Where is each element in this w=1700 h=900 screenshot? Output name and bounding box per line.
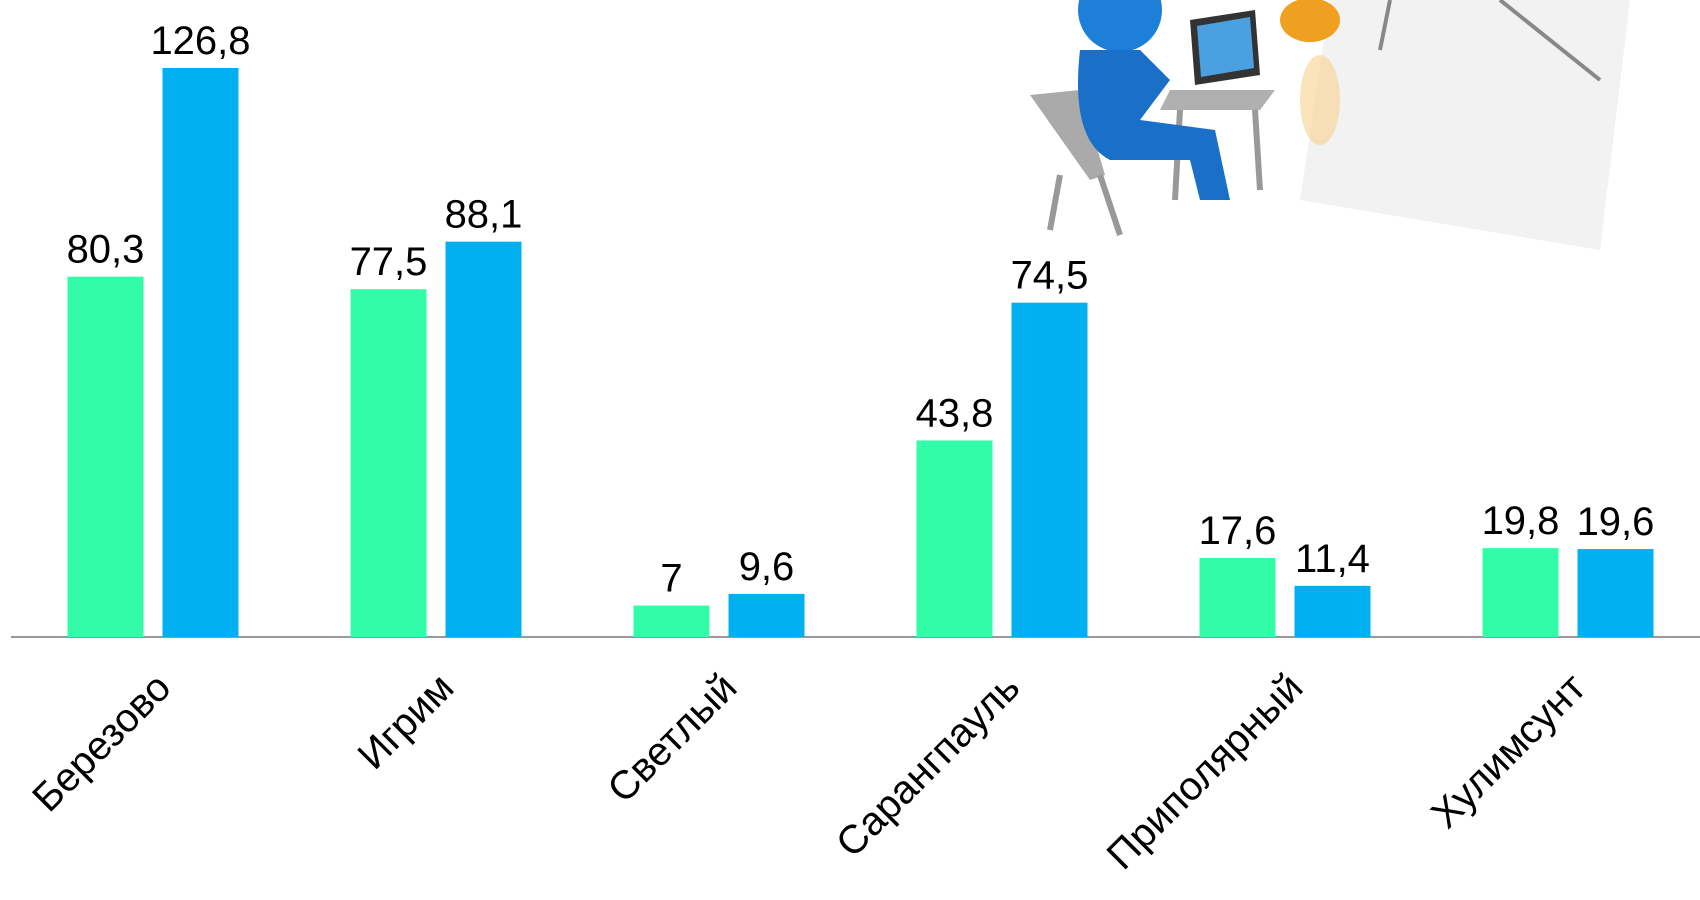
bar [67, 276, 144, 637]
bar [350, 289, 427, 637]
bar [916, 440, 993, 637]
x-tick-label: Светлый [599, 665, 745, 811]
value-label: 17,6 [1199, 509, 1277, 553]
value-label: 9,6 [739, 545, 795, 589]
bar [728, 593, 805, 637]
value-label: 126,8 [150, 19, 250, 63]
bar [1482, 548, 1559, 637]
x-tick-label: Березово [24, 665, 179, 820]
value-label: 11,4 [1295, 537, 1370, 581]
value-label: 19,8 [1482, 499, 1560, 543]
bar [1294, 585, 1371, 637]
value-label: 19,6 [1577, 500, 1655, 544]
value-label: 43,8 [916, 391, 994, 435]
x-tick-label: Игрим [350, 665, 463, 778]
bar [162, 68, 239, 637]
bar [1199, 558, 1276, 637]
bar [445, 241, 522, 637]
value-label: 88,1 [445, 193, 523, 237]
bar [1577, 549, 1654, 637]
bar [633, 605, 710, 637]
bar [1011, 302, 1088, 637]
value-label: 77,5 [350, 240, 428, 284]
value-label: 80,3 [67, 228, 145, 272]
value-label: 7 [660, 557, 682, 601]
x-tick-label: Приполярный [1099, 665, 1312, 878]
clip-art [1030, 0, 1630, 250]
x-tick-label: Хулимсунт [1423, 665, 1594, 836]
x-tick-label: Сарангпауль [828, 665, 1028, 865]
value-label: 74,5 [1011, 254, 1089, 298]
